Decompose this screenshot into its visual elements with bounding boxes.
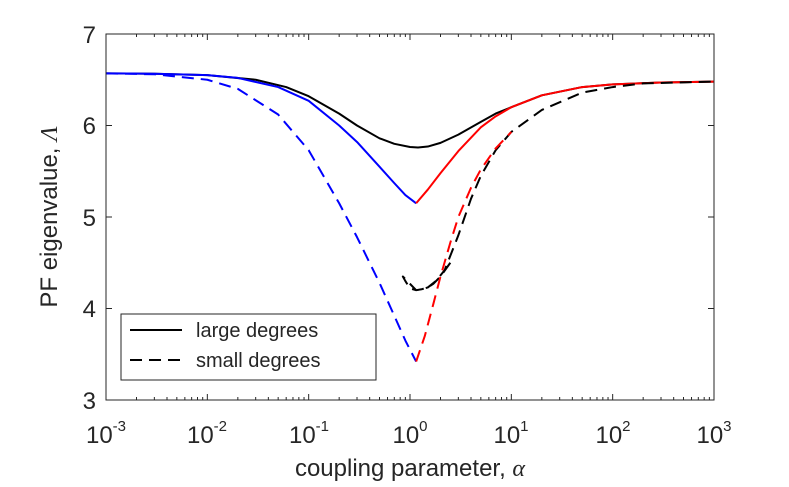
series-line-3 bbox=[401, 80, 715, 292]
x-tick-label: 10-2 bbox=[187, 418, 227, 449]
x-tick-label: 103 bbox=[696, 418, 731, 449]
legend: large degrees small degrees bbox=[120, 313, 377, 381]
legend-label-large-degrees: large degrees bbox=[196, 320, 318, 342]
y-tick-label: 6 bbox=[83, 113, 96, 140]
legend-label-small-degrees: small degrees bbox=[196, 350, 321, 372]
x-tick-label: 102 bbox=[595, 418, 630, 449]
series-line-1 bbox=[105, 72, 417, 205]
series-layer bbox=[105, 72, 715, 363]
y-tick-labels: 3 4 5 6 7 bbox=[83, 22, 96, 415]
y-tick-label: 7 bbox=[83, 22, 96, 49]
y-tick-label: 5 bbox=[83, 205, 96, 232]
x-tick-label: 10-1 bbox=[289, 418, 329, 449]
legend-box bbox=[120, 313, 377, 381]
y-tick-label: 4 bbox=[83, 296, 96, 323]
y-tick-label: 3 bbox=[83, 388, 96, 415]
x-tick-labels: 10-3 10-2 10-1 100 101 102 103 bbox=[86, 418, 732, 449]
x-tick-label: 100 bbox=[392, 418, 427, 449]
x-tick-label: 10-3 bbox=[86, 418, 126, 449]
x-tick-label: 101 bbox=[493, 418, 528, 449]
series-line-4 bbox=[105, 72, 418, 363]
x-axis-title: coupling parameter, α bbox=[295, 455, 525, 482]
series-line-2 bbox=[415, 80, 715, 204]
y-axis-title: PF eigenvalue, Λ bbox=[36, 126, 63, 308]
tick-layer bbox=[105, 33, 715, 401]
series-line-5 bbox=[415, 131, 513, 362]
